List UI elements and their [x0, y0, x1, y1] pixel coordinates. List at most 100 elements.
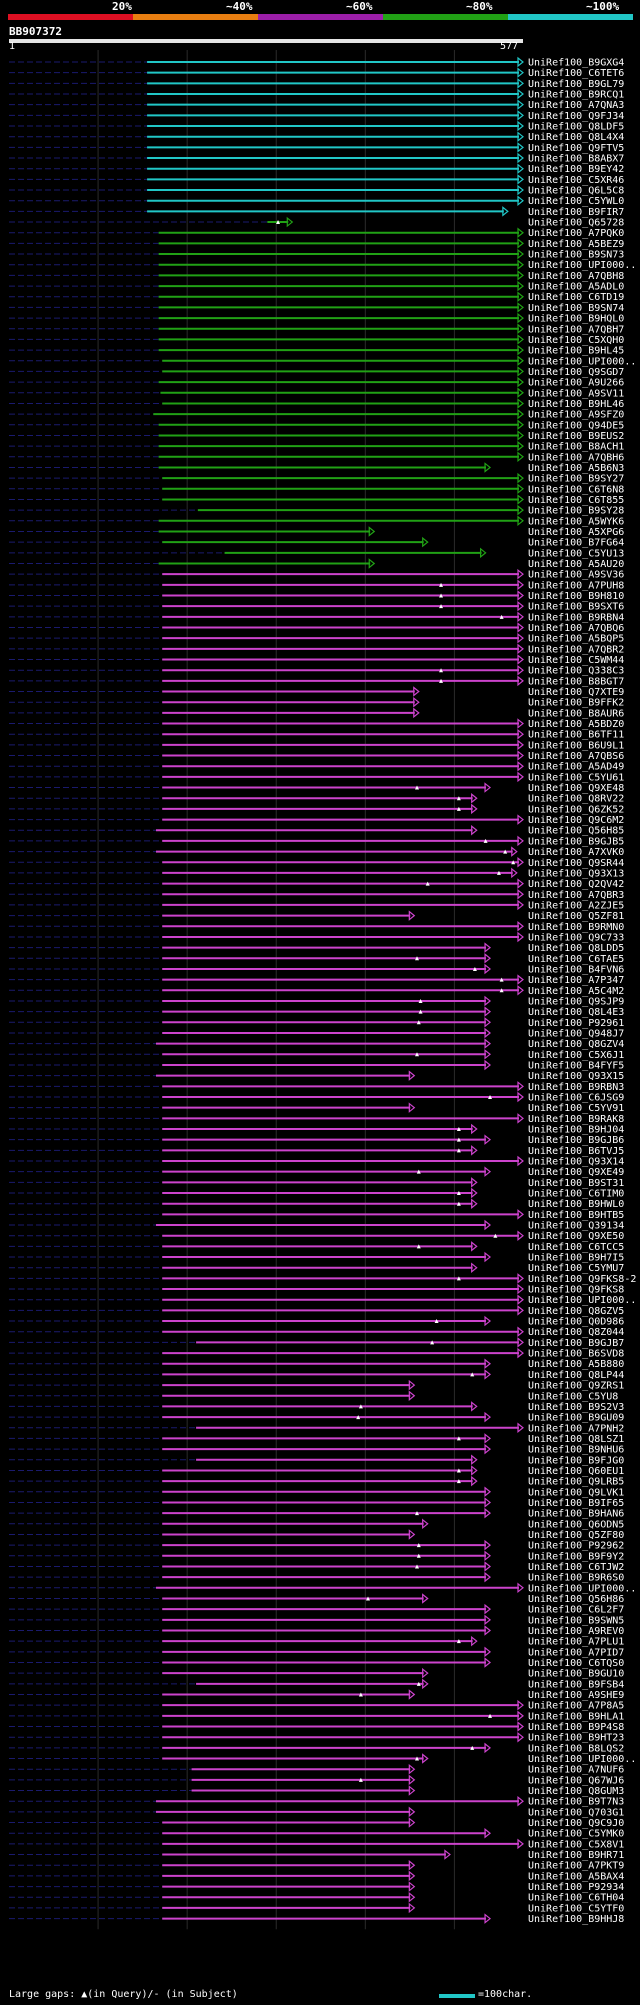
hit-arrowhead — [517, 238, 524, 249]
legend-label-100: ~100% — [586, 0, 620, 13]
hit-arrowhead — [484, 1027, 492, 1039]
hit-label: UniRef100_B9RMN0 — [528, 922, 624, 933]
gap-marker — [499, 977, 504, 982]
hit-label: UniRef100_B9HWL0 — [528, 1199, 624, 1210]
hit-arrowhead — [517, 1838, 524, 1850]
hit-label: UniRef100_Q6ODN5 — [528, 1519, 624, 1530]
hit-arrowhead — [517, 259, 524, 270]
gap-marker — [416, 1543, 421, 1548]
hit-label: UniRef100_A7QBS6 — [528, 751, 624, 762]
hit-label: UniRef100_Q9SGD7 — [528, 367, 624, 378]
hit-arrowhead — [517, 1305, 524, 1316]
gap-marker — [276, 220, 281, 225]
hit-arrowhead — [517, 302, 524, 313]
hit-arrowhead — [484, 1006, 492, 1017]
gap-marker — [503, 849, 508, 854]
hit-arrowhead — [517, 408, 524, 420]
hit-label: UniRef100_B9GJB5 — [528, 836, 624, 847]
hit-arrowhead — [517, 590, 524, 601]
hit-arrowhead — [517, 889, 524, 900]
hit-label: UniRef100_C5YTF0 — [528, 1903, 624, 1914]
hit-arrowhead — [484, 1827, 492, 1839]
hit-label: UniRef100_B7FG64 — [528, 538, 624, 549]
hit-arrowhead — [517, 419, 524, 431]
hit-arrowhead — [408, 1689, 416, 1700]
hit-arrowhead — [484, 1625, 492, 1636]
hit-arrowhead — [484, 1411, 492, 1423]
hit-arrowhead — [408, 1785, 416, 1796]
hit-arrowhead — [517, 622, 524, 633]
hit-label: UniRef100_C6TD19 — [528, 292, 624, 303]
gap-marker — [418, 1009, 423, 1014]
hit-label: UniRef100_Q9FJ34 — [528, 111, 624, 122]
hit-label: UniRef100_Q9C6M2 — [528, 815, 624, 826]
hit-label: UniRef100_B9HQL0 — [528, 314, 624, 325]
hit-arrowhead — [484, 1913, 492, 1924]
hit-label: UniRef100_B9HT23 — [528, 1733, 624, 1744]
hit-arrowhead — [484, 1369, 492, 1380]
hit-arrowhead — [408, 1390, 416, 1401]
hit-arrowhead — [517, 1582, 524, 1594]
gap-marker — [414, 1511, 419, 1516]
hit-arrowhead — [517, 174, 524, 185]
hit-label: UniRef100_A7PNH2 — [528, 1423, 624, 1434]
legend-swatch-20 — [8, 14, 133, 20]
hit-label: UniRef100_C6TIM0 — [528, 1189, 624, 1200]
hit-label: UniRef100_A5AU20 — [528, 559, 624, 570]
hit-arrowhead — [484, 1049, 492, 1060]
hit-label: UniRef100_Q703G1 — [528, 1807, 624, 1818]
hit-label: UniRef100_B9RBN4 — [528, 612, 624, 623]
hit-arrowhead — [444, 1849, 451, 1860]
hit-label: UniRef100_Q65728 — [528, 218, 624, 229]
hit-label: UniRef100_A7QBR2 — [528, 644, 624, 655]
hit-label: UniRef100_Q93X15 — [528, 1071, 624, 1082]
hit-label: UniRef100_UPI000.. — [528, 1295, 636, 1306]
hit-arrowhead — [517, 515, 524, 527]
hit-arrowhead — [484, 1433, 492, 1444]
hit-arrowhead — [484, 1315, 492, 1327]
hit-label: UniRef100_B9GU10 — [528, 1669, 624, 1680]
hit-arrowhead — [484, 1219, 492, 1231]
hit-arrowhead — [517, 99, 524, 110]
hit-arrowhead — [484, 1742, 492, 1754]
hit-arrowhead — [368, 558, 376, 569]
legend-swatch-40 — [133, 14, 258, 20]
gap-marker — [456, 1148, 461, 1153]
hit-label: UniRef100_Q8L4E3 — [528, 1007, 624, 1018]
hit-arrowhead — [484, 1646, 492, 1658]
hit-label: UniRef100_A5C4M2 — [528, 986, 624, 997]
hit-arrowhead — [408, 1870, 416, 1882]
hit-label: UniRef100_A5BDZ0 — [528, 719, 624, 730]
hit-label: UniRef100_Q9C9J0 — [528, 1818, 624, 1829]
hit-label: UniRef100_A7QNA3 — [528, 100, 624, 111]
hit-label: UniRef100_Q56H85 — [528, 826, 624, 837]
gap-marker — [456, 1127, 461, 1131]
hit-arrowhead — [471, 1241, 478, 1252]
hit-label: UniRef100_B9HLA1 — [528, 1711, 624, 1722]
hit-label: UniRef100_A7XVK0 — [528, 847, 624, 858]
hit-arrowhead — [517, 152, 524, 164]
hit-arrowhead — [484, 1507, 492, 1519]
hit-arrowhead — [517, 1721, 524, 1732]
hit-label: UniRef100_B6TVJ5 — [528, 1146, 624, 1157]
legend-swatch-100 — [508, 14, 633, 20]
hit-arrowhead — [517, 1113, 524, 1124]
hit-arrowhead — [517, 1795, 524, 1807]
hit-arrowhead — [484, 1443, 492, 1455]
hit-arrowhead — [408, 910, 416, 921]
hit-label: UniRef100_A7QBQ6 — [528, 623, 624, 634]
hit-label: UniRef100_Q8GZV4 — [528, 1039, 624, 1050]
hit-arrowhead — [408, 1763, 416, 1775]
hit-arrowhead — [517, 921, 524, 932]
hit-label: UniRef100_A7QBR3 — [528, 890, 624, 901]
hit-label: UniRef100_C6TJW2 — [528, 1562, 624, 1573]
hit-label: UniRef100_B8AUR6 — [528, 708, 624, 719]
hit-label: UniRef100_Q39134 — [528, 1221, 624, 1232]
hit-arrowhead — [471, 1262, 478, 1273]
hit-arrowhead — [484, 782, 492, 793]
legend-label-40: ~40% — [226, 0, 253, 13]
hit-label: UniRef100_B9FIR7 — [528, 207, 624, 218]
hit-label: UniRef100_Q8LSZ1 — [528, 1434, 624, 1445]
hit-label: UniRef100_C5XR46 — [528, 175, 624, 186]
